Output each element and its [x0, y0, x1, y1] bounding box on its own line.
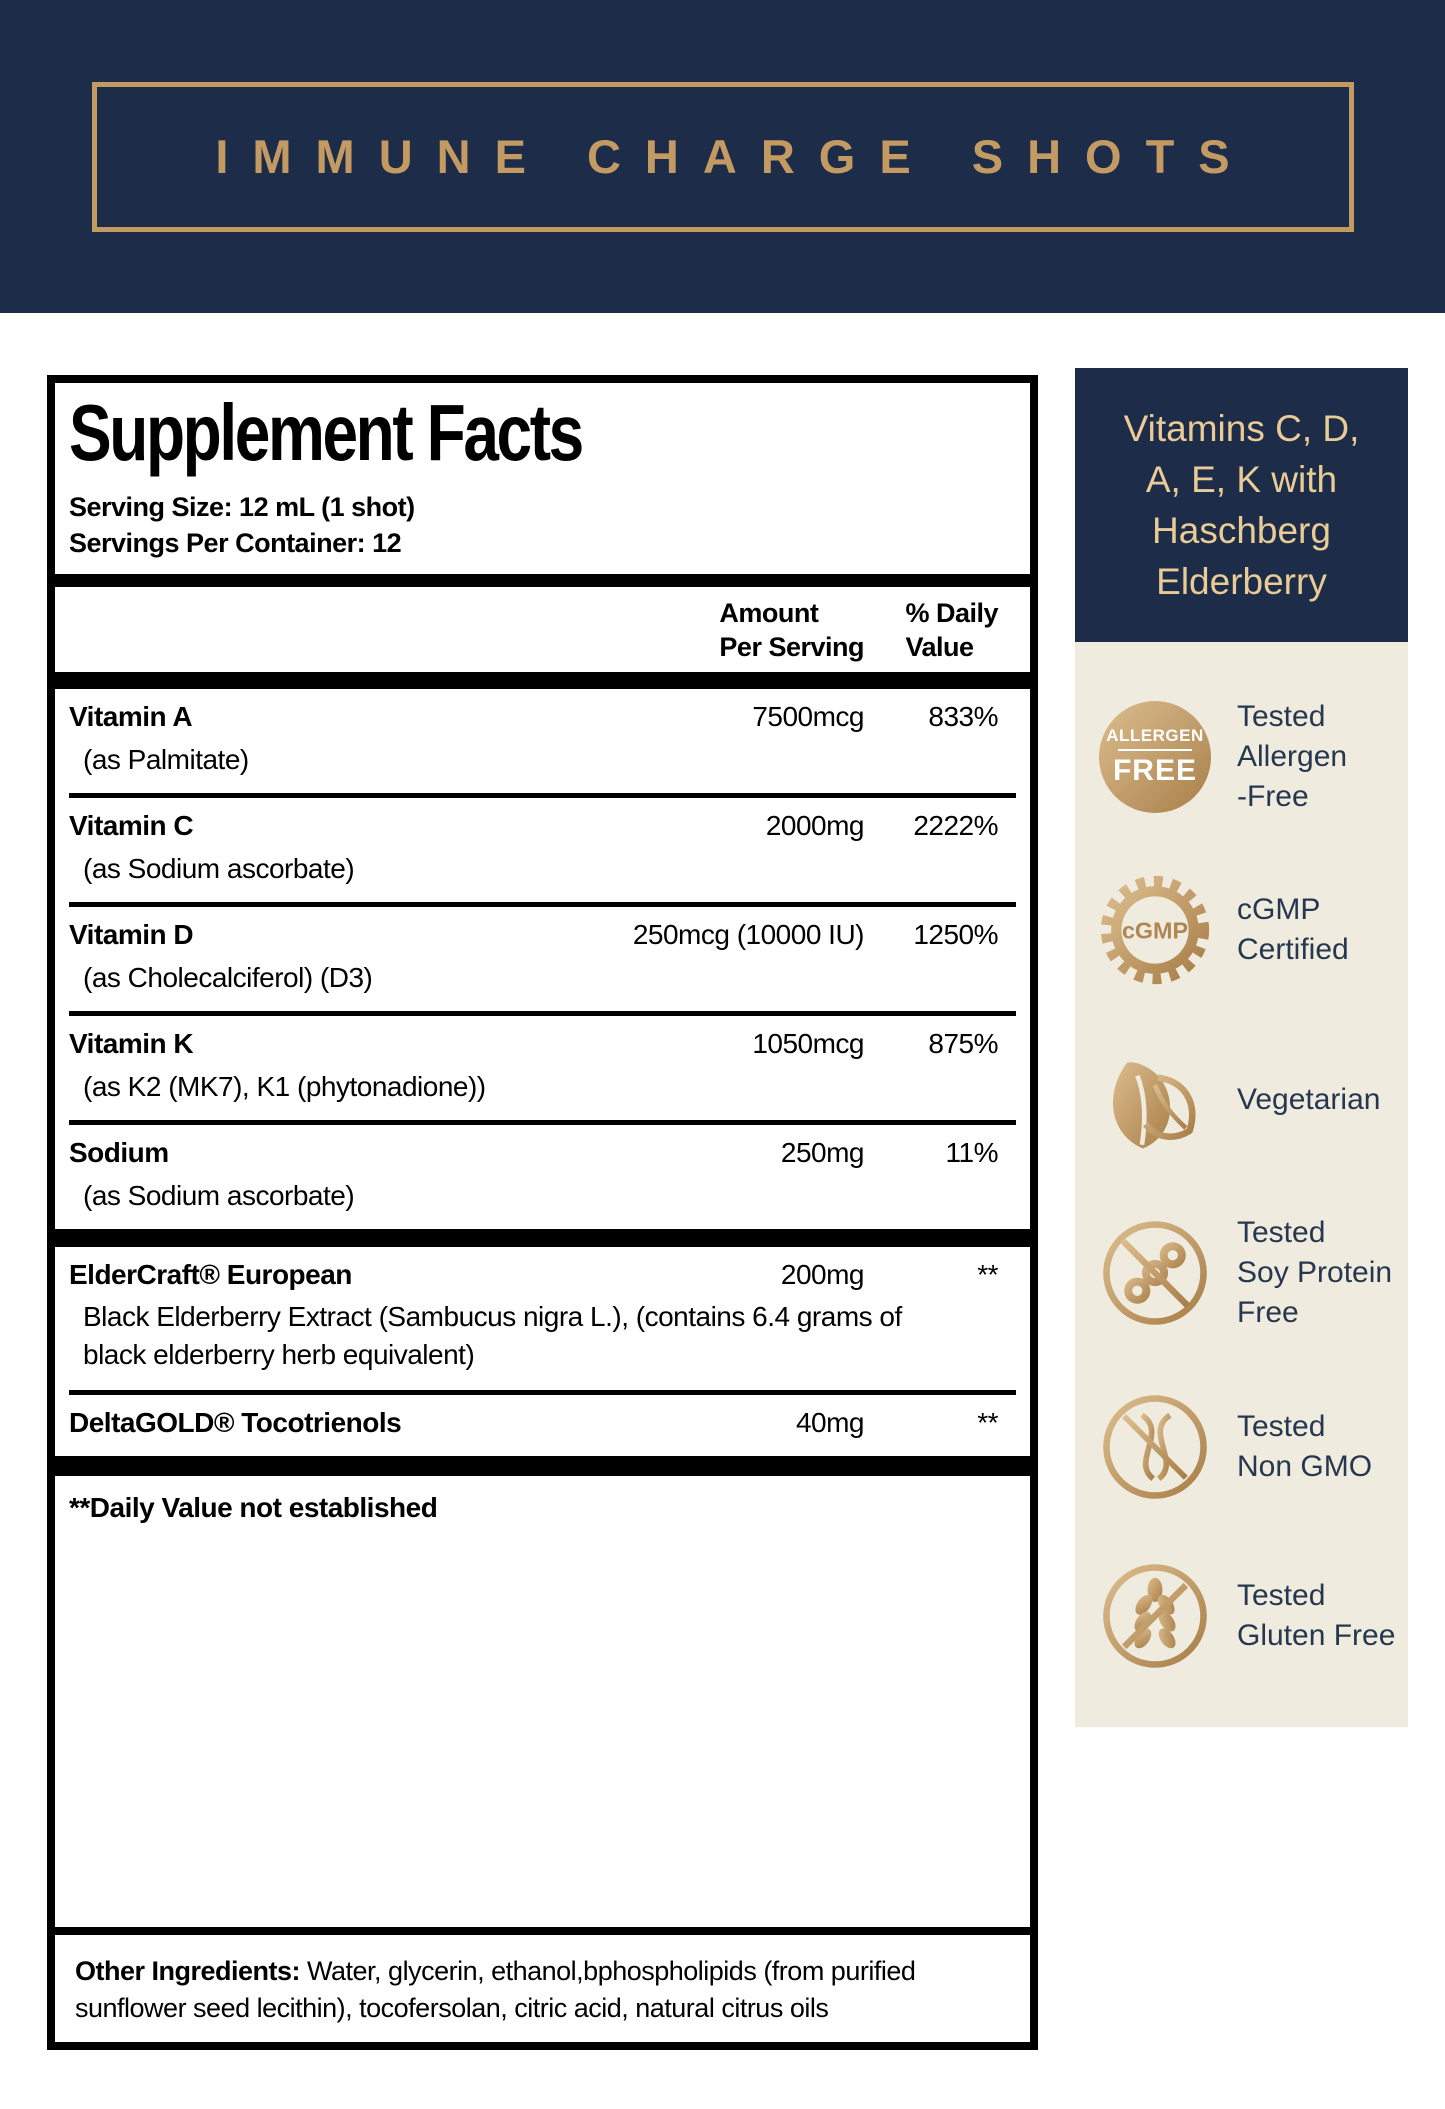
badge-allergen-free: ALLERGEN FREE Tested Allergen -Free	[1099, 697, 1408, 817]
badge-label: Tested Soy Protein Free	[1237, 1216, 1393, 1330]
ingredient-name: ElderCraft® European	[69, 1259, 352, 1291]
nutrient-form: (as Cholecalciferol) (D3)	[83, 962, 373, 994]
nutrient-amount: 250mcg (10000 IU)	[632, 919, 865, 951]
nutrient-dv: 875%	[928, 1028, 998, 1060]
table-row: Vitamin C 2000mg 2222% (as Sodium ascorb…	[69, 798, 1016, 908]
other-ingredients-divider	[55, 1927, 1030, 1936]
top-banner: IMMUNE CHARGE SHOTS	[0, 0, 1445, 313]
non-gmo-icon	[1103, 1394, 1207, 1499]
facts-title: Supplement Facts	[69, 388, 584, 477]
divider-bar	[55, 672, 1030, 690]
serving-size: Serving Size: 12 mL (1 shot)	[69, 492, 415, 522]
divider-bar	[55, 1229, 1030, 1248]
nutrient-form: (as K2 (MK7), K1 (phytonadione))	[83, 1071, 486, 1103]
allergen-icon-text-bottom: FREE	[1112, 753, 1197, 787]
other-ingredients-text: Water, glycerin, ethanol,bphospholipids …	[75, 1956, 916, 2023]
sidebar-headline: Vitamins C, D, A, E, K with Haschberg El…	[1075, 368, 1408, 642]
allergen-icon-text-top: ALLERGEN	[1106, 725, 1204, 745]
badge-label: Tested Allergen -Free	[1237, 699, 1348, 813]
certification-badges-panel: ALLERGEN FREE Tested Allergen -Free cGMP…	[1075, 642, 1408, 1727]
vegetarian-leaves-icon	[1112, 1061, 1196, 1149]
nutrient-dv: 833%	[928, 701, 998, 733]
badge-label: cGMP Certified	[1237, 893, 1349, 967]
nutrient-form: (as Palmitate)	[83, 744, 249, 776]
svg-text:cGMP: cGMP	[1122, 917, 1188, 943]
supplement-facts-panel: Supplement Facts Serving Size: 12 mL (1 …	[47, 375, 1038, 2050]
table-row: Vitamin D 250mcg (10000 IU) 1250% (as Ch…	[69, 907, 1016, 1017]
badge-gluten-free: Tested Gluten Free	[1099, 1560, 1408, 1672]
nutrient-amount: 1050mcg	[752, 1028, 864, 1060]
ingredient-amount: 200mg	[780, 1259, 865, 1291]
ingredient-name: DeltaGOLD® Tocotrienols	[69, 1406, 402, 1438]
allergen-free-badge-icon: ALLERGEN FREE	[1099, 700, 1211, 813]
table-row: Vitamin A 7500mcg 833% (as Palmitate)	[69, 689, 1016, 799]
divider-bar	[55, 573, 1030, 587]
badge-label: Tested Non GMO	[1237, 1409, 1373, 1483]
nutrient-dv: 1250%	[913, 919, 998, 951]
badge-non-gmo: Tested Non GMO	[1099, 1391, 1408, 1503]
other-ingredients-label: Other Ingredients:	[75, 1956, 301, 1987]
table-header-row: Amount Per Serving % Daily Value	[69, 587, 1016, 673]
nutrient-name: Vitamin A	[69, 701, 193, 733]
nutrient-name: Vitamin K	[69, 1028, 194, 1060]
nutrient-amount: 250mg	[780, 1137, 865, 1169]
badge-cgmp: cGMP cGMP Certified	[1099, 874, 1408, 986]
table-row: ElderCraft® European 200mg ** Black Elde…	[69, 1247, 1016, 1395]
gluten-free-icon	[1103, 1564, 1207, 1668]
nutrient-dv: 2222%	[913, 810, 998, 842]
col-header-amount: Amount Per Serving	[719, 597, 864, 662]
banner-frame: IMMUNE CHARGE SHOTS	[91, 81, 1354, 232]
ingredient-detail: Black Elderberry Extract (Sambucus nigra…	[83, 1301, 902, 1371]
ingredient-amount: 40mg	[795, 1406, 865, 1438]
nutrient-amount: 2000mg	[765, 810, 865, 842]
nutrient-amount: 7500mcg	[752, 701, 864, 733]
divider-bar	[55, 1455, 1030, 1476]
servings-per-container: Servings Per Container: 12	[69, 528, 402, 559]
table-row: Vitamin K 1050mcg 875% (as K2 (MK7), K1 …	[69, 1016, 1016, 1126]
nutrient-name: Sodium	[69, 1137, 169, 1169]
cgmp-badge-icon: cGMP	[1100, 875, 1210, 985]
product-title: IMMUNE CHARGE SHOTS	[215, 130, 1254, 183]
badge-label: Vegetarian	[1237, 1082, 1381, 1116]
col-header-daily-value: % Daily Value	[905, 597, 998, 662]
ingredient-dv: **	[977, 1259, 998, 1291]
daily-value-footnote: **Daily Value not established	[69, 1491, 438, 1523]
badge-soy-free: Tested Soy Protein Free	[1099, 1213, 1408, 1333]
nutrient-form: (as Sodium ascorbate)	[83, 1180, 355, 1212]
table-row: DeltaGOLD® Tocotrienols 40mg **	[69, 1395, 1016, 1456]
badge-label: Tested Gluten Free	[1237, 1579, 1396, 1653]
nutrient-form: (as Sodium ascorbate)	[83, 853, 355, 885]
soy-free-icon	[1103, 1221, 1207, 1325]
nutrient-name: Vitamin C	[69, 810, 194, 842]
nutrient-name: Vitamin D	[69, 919, 194, 951]
table-row: Sodium 250mg 11% (as Sodium ascorbate)	[69, 1125, 1016, 1229]
allergen-icon-rule	[1118, 748, 1192, 751]
other-ingredients: Other Ingredients: Water, glycerin, etha…	[69, 1935, 1016, 2042]
ingredient-dv: **	[977, 1406, 998, 1438]
nutrient-dv: 11%	[945, 1137, 999, 1169]
badge-vegetarian: Vegetarian	[1099, 1044, 1408, 1156]
